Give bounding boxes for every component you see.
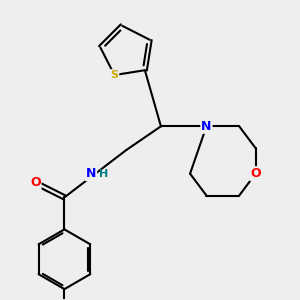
Text: S: S [110,70,118,80]
Text: H: H [99,169,108,179]
Text: O: O [250,167,261,180]
Text: N: N [201,120,212,133]
Text: N: N [86,167,96,180]
Text: O: O [30,176,40,189]
